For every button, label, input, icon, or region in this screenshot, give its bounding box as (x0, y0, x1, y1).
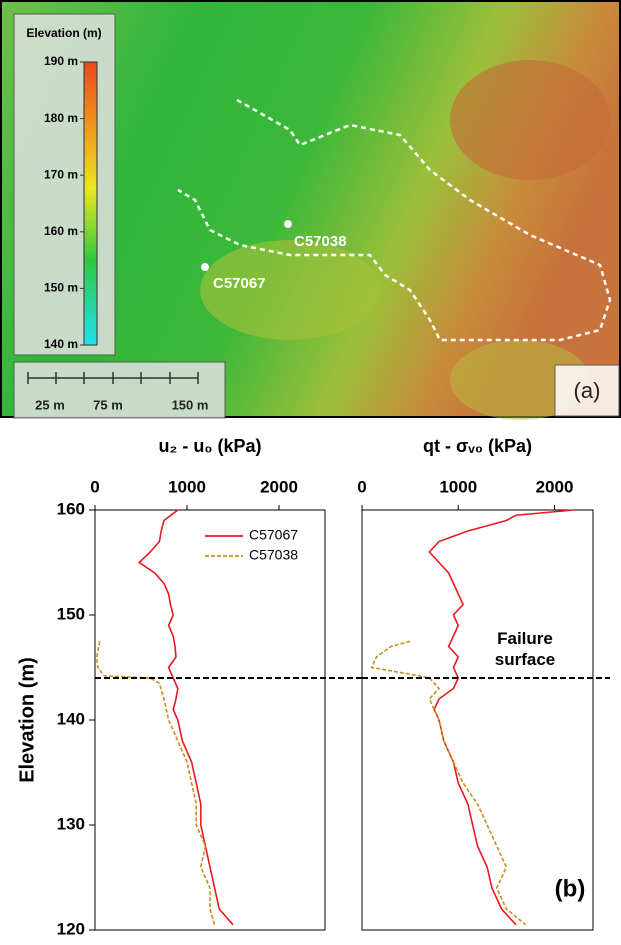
plot-frame (362, 510, 593, 930)
colorbar-tick-label: 140 m (44, 337, 78, 351)
data-line (372, 641, 526, 925)
x-tick-label: 0 (90, 477, 99, 496)
site-label: C57067 (213, 275, 266, 292)
legend-label: C57067 (249, 527, 298, 543)
y-tick-label: 130 (57, 814, 85, 833)
colorbar-tick-label: 190 m (44, 54, 78, 68)
x-tick-label: 2000 (536, 477, 574, 496)
x-tick-label: 0 (357, 477, 366, 496)
scale-label: 75 m (93, 397, 123, 412)
colorbar-tick-label: 180 m (44, 111, 78, 125)
panel-label: (a) (574, 378, 601, 403)
colorbar-title: Elevation (m) (26, 26, 101, 40)
site-label: C57038 (294, 233, 347, 250)
colorbar-tick-label: 150 m (44, 281, 78, 295)
x-axis-title: qt - σᵥ₀ (kPa) (423, 436, 532, 456)
colorbar (84, 62, 97, 345)
site-marker (284, 220, 292, 228)
legend-label: C57038 (249, 547, 298, 563)
figure-svg: Elevation (m) 25 m 75 m 150 m C57038 C57… (0, 0, 621, 940)
data-line (139, 510, 233, 925)
panel-label: (b) (555, 875, 586, 902)
data-line (429, 510, 573, 925)
terrain-high (450, 60, 610, 180)
colorbar-tick-label: 170 m (44, 167, 78, 181)
y-tick-label: 160 (57, 499, 85, 518)
map-panel: Elevation (m) 25 m 75 m 150 m C57038 C57… (1, 1, 620, 420)
scale-label: 25 m (35, 397, 65, 412)
y-axis-title: Elevation (m) (16, 657, 38, 783)
x-tick-label: 1000 (439, 477, 477, 496)
scale-label: 150 m (172, 397, 209, 412)
figure: Elevation (m) 25 m 75 m 150 m C57038 C57… (0, 0, 621, 940)
x-tick-label: 1000 (168, 477, 206, 496)
y-tick-label: 140 (57, 709, 85, 728)
annotation: Failure surface (480, 628, 570, 670)
x-axis-title: u₂ - u₀ (kPa) (158, 436, 261, 456)
y-tick-label: 150 (57, 604, 85, 623)
x-tick-label: 2000 (260, 477, 298, 496)
site-marker (201, 263, 209, 271)
colorbar-tick-label: 160 m (44, 224, 78, 238)
y-tick-label: 120 (57, 919, 85, 938)
